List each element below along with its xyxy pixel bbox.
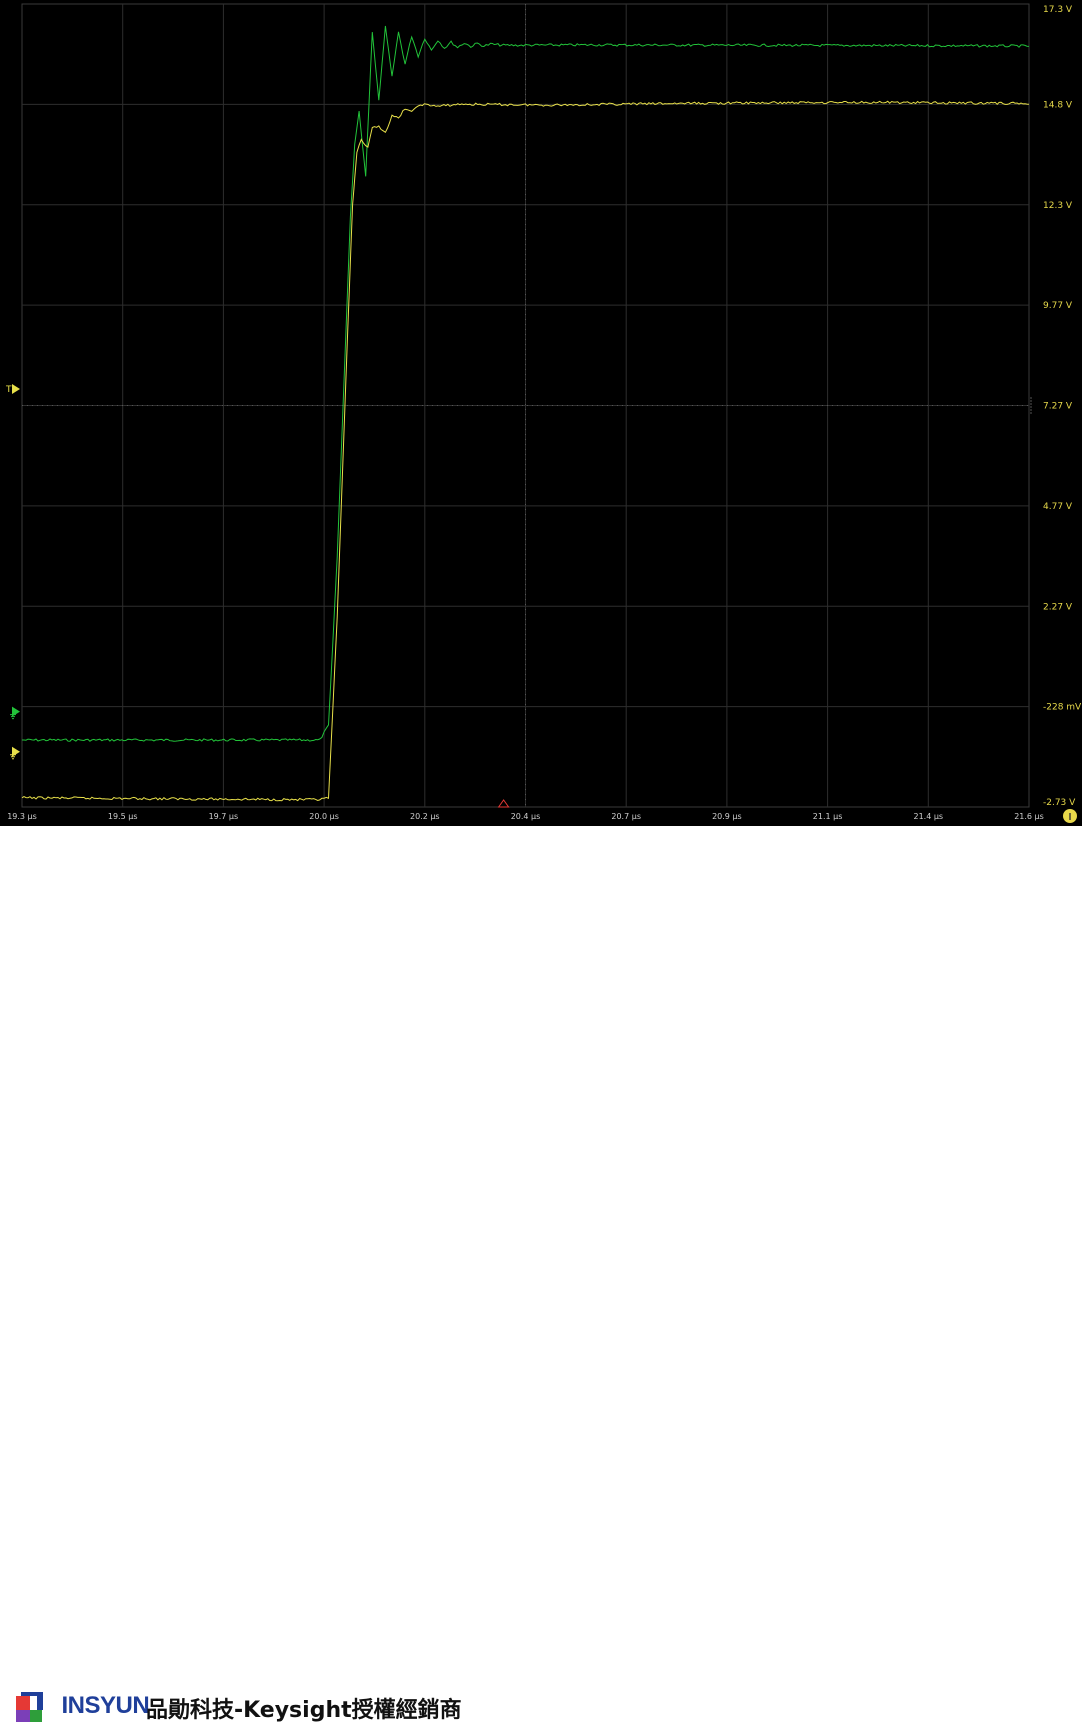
y-tick-label: 14.8 V — [1043, 100, 1073, 110]
x-tick-label: 20.0 µs — [309, 812, 339, 821]
x-tick-label: 21.6 µs — [1014, 812, 1044, 821]
y-tick-label: 7.27 V — [1043, 402, 1073, 412]
x-tick-label: 21.1 µs — [813, 812, 843, 821]
trigger-position-icon — [497, 799, 510, 808]
waveform-series — [21, 100, 1030, 802]
brand-letter-p: P — [46, 1692, 62, 1719]
x-tick-label: 19.3 µs — [7, 812, 37, 821]
waveform-plot: 17.3 V 14.8 V 12.3 V 9.77 V 7.27 V 4.77 V 2.27… — [5, 3, 1082, 823]
trigger-label: T — [5, 385, 12, 395]
ch1-ground-symbol-icon — [10, 714, 16, 720]
y-tick-label: 12.3 V — [1043, 201, 1073, 211]
ch2-ground-symbol-icon — [10, 754, 16, 760]
x-tick-label: 21.4 µs — [913, 812, 943, 821]
x-tick-label: 19.5 µs — [108, 812, 138, 821]
oscilloscope-screen: 17.3 V 14.8 V 12.3 V 9.77 V 7.27 V 4.77 V 2.27… — [0, 0, 1082, 826]
pinsyun-logo-icon — [16, 1692, 43, 1722]
x-tick-label: 20.9 µs — [712, 812, 742, 821]
y-tick-label: -228 mV — [1043, 703, 1082, 713]
brand-name-rest: INSYUN — [61, 1692, 150, 1719]
x-tick-label: 20.4 µs — [511, 812, 541, 821]
y-tick-label: 2.27 V — [1043, 602, 1073, 612]
waveform-series — [22, 25, 1030, 742]
y-tick-label: 17.3 V — [1043, 5, 1073, 15]
trigger-level-icon — [12, 384, 20, 394]
y-tick-label: 4.77 V — [1043, 502, 1073, 512]
brand-name: PINSYUN — [46, 1692, 150, 1720]
y-tick-label: -2.73 V — [1043, 798, 1076, 808]
footer-banner: PINSYUN 品勛科技-Keysight授權經銷商 — [0, 826, 1082, 1723]
y-tick-label: 9.77 V — [1043, 301, 1073, 311]
x-tick-label: 20.7 µs — [611, 812, 641, 821]
x-tick-label: 19.7 µs — [209, 812, 239, 821]
x-tick-label: 20.2 µs — [410, 812, 440, 821]
tagline: 品勛科技-Keysight授權經銷商 — [146, 1698, 462, 1723]
